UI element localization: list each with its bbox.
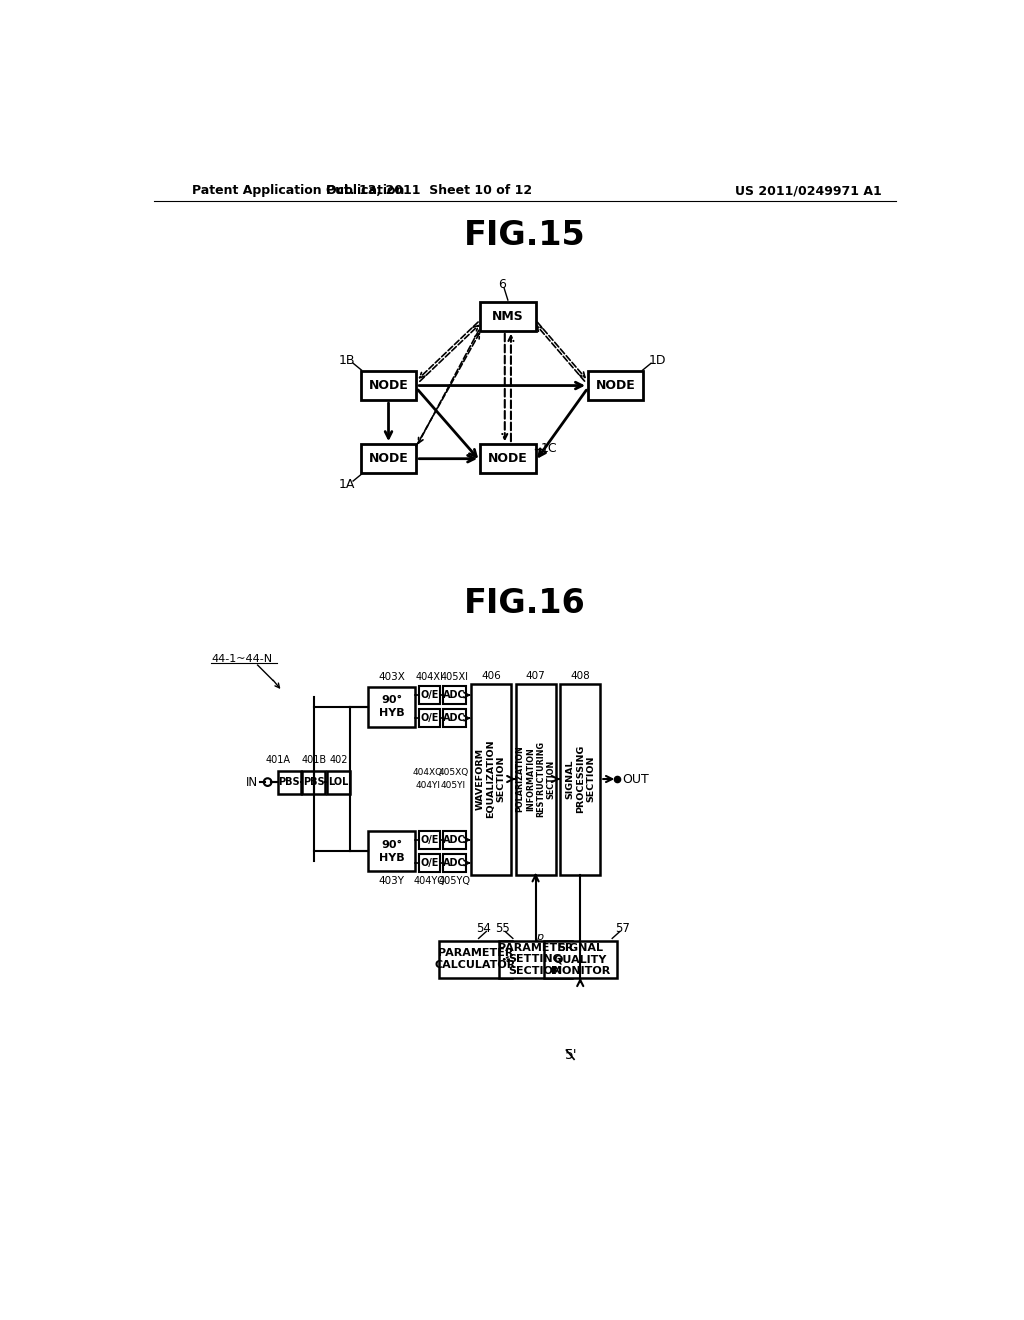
Text: 6: 6 [498,279,506,292]
Text: 406: 406 [481,671,501,681]
Text: NODE: NODE [488,453,527,465]
Text: 403X: 403X [378,672,406,682]
Text: FIG.15: FIG.15 [464,219,586,252]
Bar [419,854,440,873]
Bar [302,771,326,793]
Text: 90°: 90° [381,841,402,850]
Text: 1C: 1C [541,442,558,455]
Bar [419,709,440,727]
Text: 405XI: 405XI [440,672,469,682]
Text: US 2011/0249971 A1: US 2011/0249971 A1 [735,185,882,197]
Text: 54: 54 [476,921,490,935]
Text: NMS: NMS [492,310,523,323]
Text: 407: 407 [525,671,546,681]
Text: 404XI: 404XI [416,672,443,682]
Text: O/E: O/E [420,713,438,723]
Text: NODE: NODE [369,379,409,392]
Text: 405YQ: 405YQ [438,875,471,886]
Text: 401B: 401B [301,755,327,764]
Text: 404XQ: 404XQ [413,768,442,777]
Text: SIGNAL
PROCESSING
SECTION: SIGNAL PROCESSING SECTION [565,744,595,813]
Text: PBS: PBS [303,777,325,787]
Text: PARAMETER
SETTING
SECTION: PARAMETER SETTING SECTION [498,942,573,975]
Text: 403Y: 403Y [379,875,404,886]
Text: ADC: ADC [443,834,466,845]
Bar [360,444,416,474]
Bar [560,684,600,875]
Text: WAVEFORM
EQUALIZATION
SECTION: WAVEFORM EQUALIZATION SECTION [476,739,506,818]
Bar [419,830,440,849]
Text: 404YI: 404YI [416,780,440,789]
Text: POLARIZATION
INFORMATION
RESTRUCTURING
SECTION: POLARIZATION INFORMATION RESTRUCTURING S… [515,741,556,817]
Text: HYB: HYB [379,853,404,862]
Text: PARAMETER
CALCULATOR: PARAMETER CALCULATOR [435,948,516,970]
Text: SIGNAL
QUALITY
MONITOR: SIGNAL QUALITY MONITOR [551,942,610,975]
Bar [480,444,536,474]
Text: ADC: ADC [443,858,466,869]
Text: FIG.16: FIG.16 [464,587,586,620]
Bar [443,830,466,849]
Bar [588,371,643,400]
Text: 5': 5' [564,1048,578,1063]
Text: Patent Application Publication: Patent Application Publication [193,185,404,197]
Bar [515,684,556,875]
Text: O/E: O/E [420,834,438,845]
Text: HYB: HYB [379,708,404,718]
Bar [439,941,512,978]
Text: PBS: PBS [279,777,300,787]
Text: 90°: 90° [381,696,402,705]
Text: NODE: NODE [369,453,409,465]
Bar [443,709,466,727]
Text: LOL: LOL [329,777,348,787]
Bar [419,686,440,705]
Text: Oct. 13, 2011  Sheet 10 of 12: Oct. 13, 2011 Sheet 10 of 12 [327,185,532,197]
Text: 1B: 1B [339,354,355,367]
Text: 408: 408 [570,671,590,681]
Text: 404YQ: 404YQ [414,875,445,886]
Text: 402: 402 [329,755,348,764]
Text: 57: 57 [615,921,631,935]
Bar [368,686,416,726]
Bar [443,854,466,873]
Text: 55: 55 [496,921,510,935]
Text: 405XQ: 405XQ [438,768,468,777]
Text: ADC: ADC [443,713,466,723]
Text: O/E: O/E [420,858,438,869]
Bar [544,941,616,978]
Text: 44-1~44-N: 44-1~44-N [211,653,272,664]
Text: 1D: 1D [648,354,666,367]
Bar [443,686,466,705]
Text: IN: IN [246,776,258,788]
Text: 405YI: 405YI [440,780,466,789]
Text: p: p [536,932,543,942]
Bar [480,302,536,331]
Text: OUT: OUT [622,772,648,785]
Bar [471,684,511,875]
Text: ADC: ADC [443,690,466,700]
Bar [499,941,572,978]
Text: O/E: O/E [420,690,438,700]
Text: 1A: 1A [339,478,355,491]
Bar [360,371,416,400]
Bar [368,832,416,871]
Text: NODE: NODE [596,379,636,392]
Bar [327,771,350,793]
Text: 401A: 401A [265,755,290,764]
Bar [278,771,301,793]
